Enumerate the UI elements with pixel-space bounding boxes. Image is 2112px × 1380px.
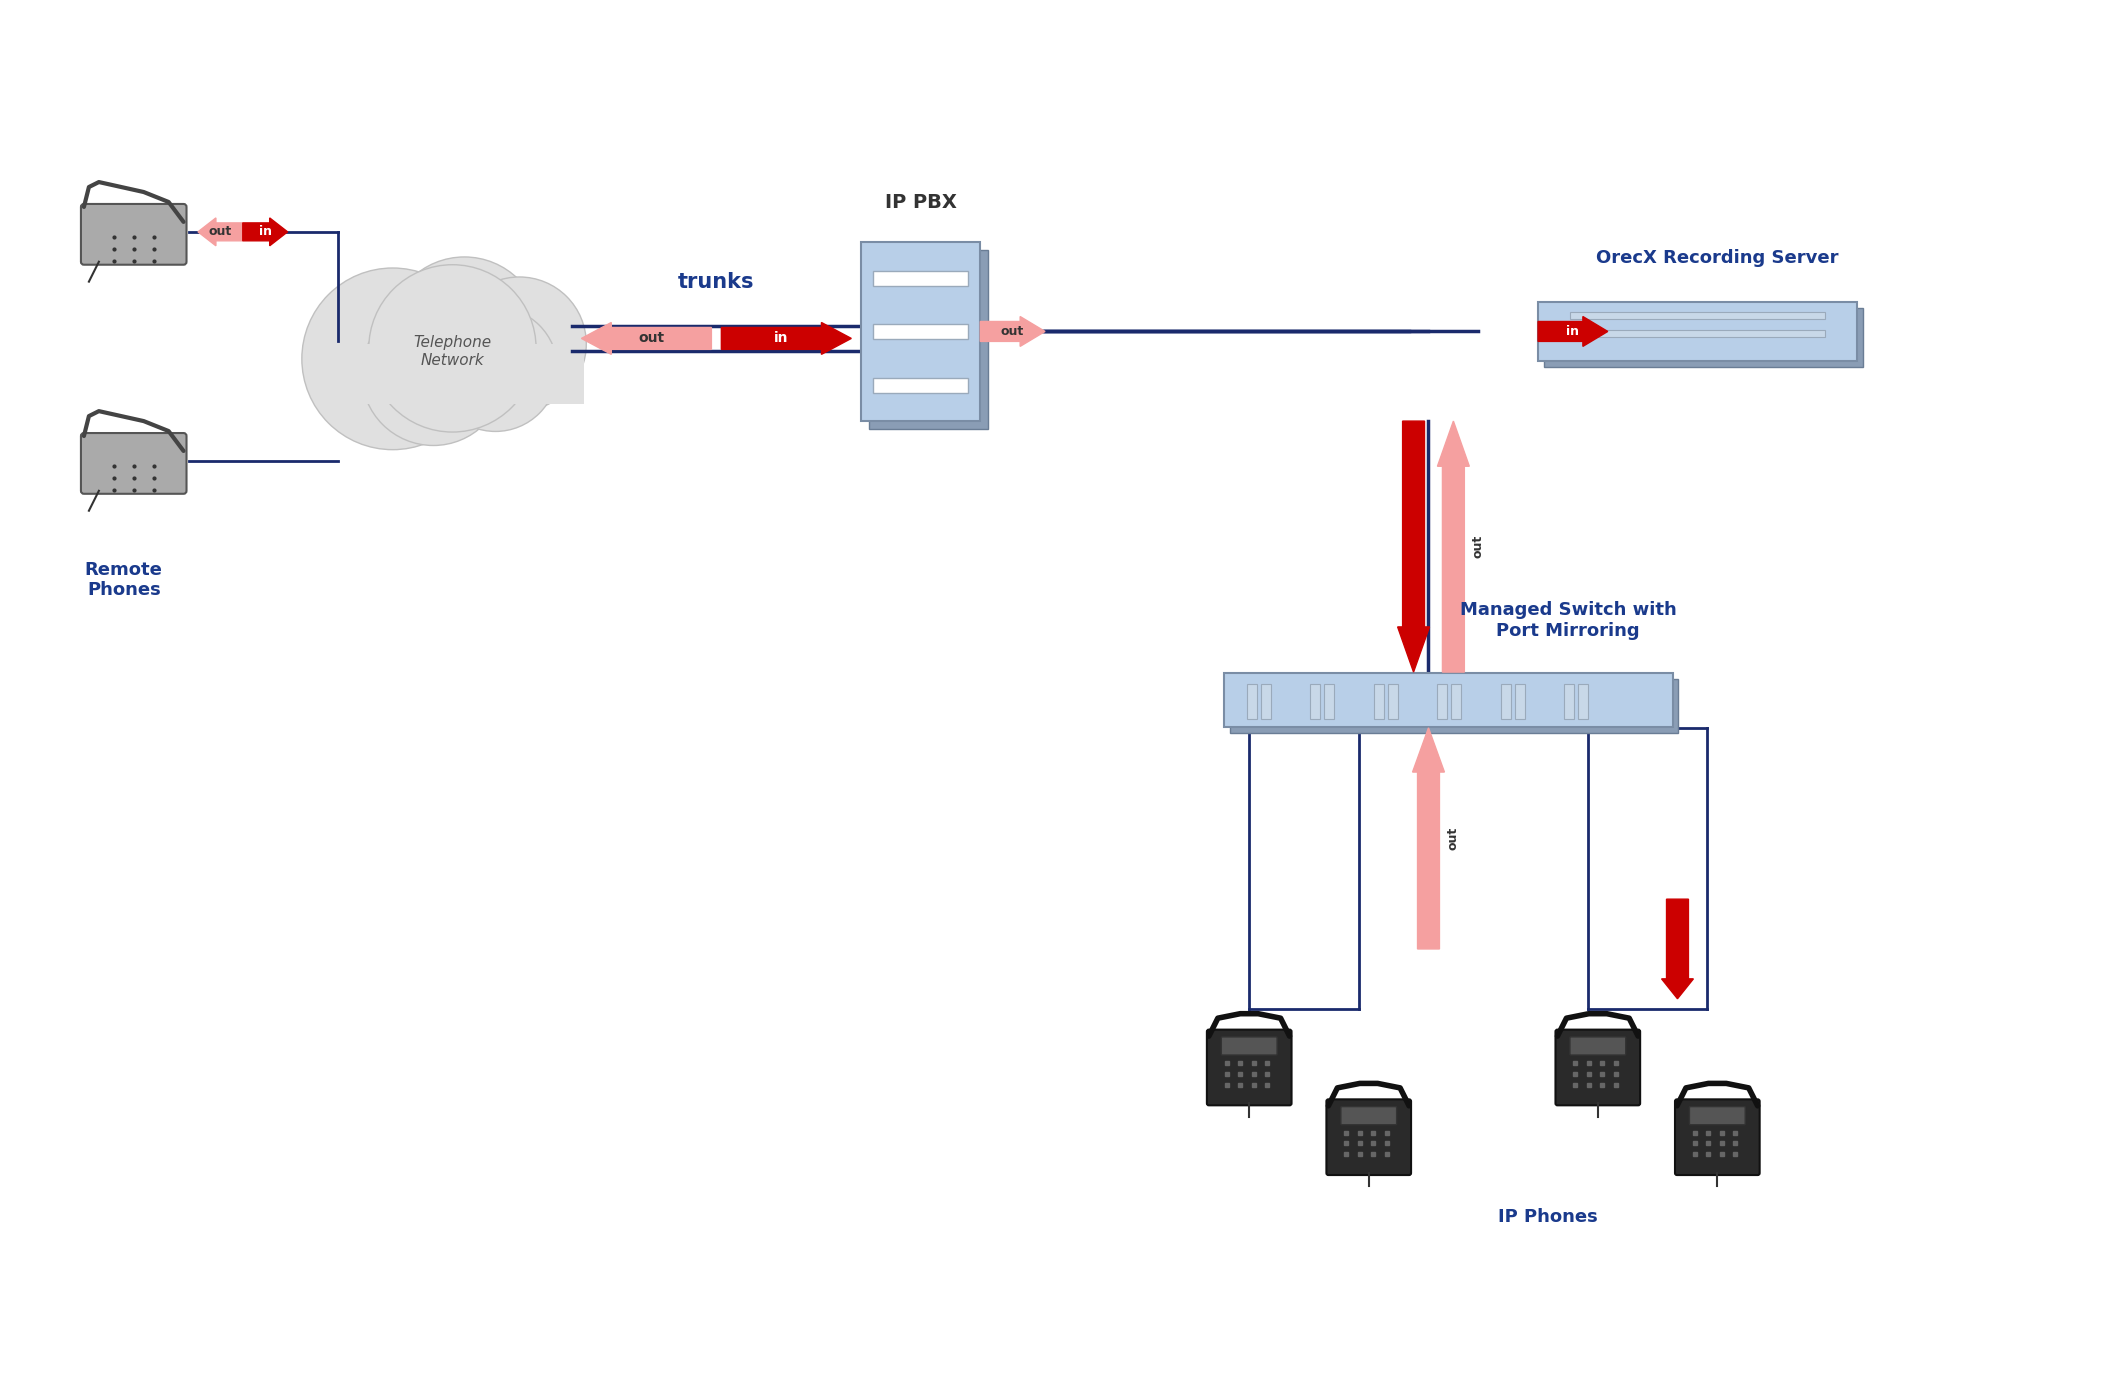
FancyBboxPatch shape [321,344,583,404]
Text: in: in [1381,540,1396,553]
FancyBboxPatch shape [1246,683,1257,719]
Text: Telephone
Network: Telephone Network [414,335,492,367]
FancyBboxPatch shape [1690,1107,1745,1125]
FancyArrow shape [199,218,243,246]
Circle shape [433,308,558,432]
Text: IP PBX: IP PBX [885,193,957,213]
FancyBboxPatch shape [1373,683,1383,719]
FancyArrow shape [1662,900,1694,999]
FancyBboxPatch shape [1554,1029,1641,1105]
FancyBboxPatch shape [1231,679,1679,733]
FancyArrow shape [1438,421,1470,672]
FancyBboxPatch shape [862,241,980,421]
FancyBboxPatch shape [1225,672,1673,727]
Text: Remote
Phones: Remote Phones [84,560,163,599]
Text: out: out [1472,535,1485,558]
FancyBboxPatch shape [1565,683,1573,719]
FancyBboxPatch shape [868,250,988,429]
FancyBboxPatch shape [1544,308,1863,367]
FancyBboxPatch shape [872,324,969,339]
Text: IP Phones: IP Phones [1497,1208,1599,1225]
FancyBboxPatch shape [1326,1100,1411,1174]
FancyBboxPatch shape [1538,302,1856,362]
FancyBboxPatch shape [1569,1036,1626,1056]
FancyBboxPatch shape [1388,683,1398,719]
FancyBboxPatch shape [1309,683,1320,719]
FancyBboxPatch shape [80,204,186,265]
Text: Managed Switch with
Port Mirroring: Managed Switch with Port Mirroring [1459,602,1677,640]
FancyBboxPatch shape [1569,330,1825,338]
FancyBboxPatch shape [1578,683,1588,719]
Text: out: out [1447,827,1459,850]
FancyBboxPatch shape [1261,683,1271,719]
FancyBboxPatch shape [1221,1036,1278,1056]
FancyBboxPatch shape [1514,683,1525,719]
FancyArrow shape [1398,421,1430,672]
Text: in: in [775,331,788,345]
Text: out: out [1001,324,1024,338]
FancyBboxPatch shape [1324,683,1335,719]
FancyBboxPatch shape [1451,683,1462,719]
FancyBboxPatch shape [1502,683,1510,719]
Text: trunks: trunks [678,272,754,291]
FancyArrow shape [980,316,1045,346]
FancyBboxPatch shape [1675,1100,1759,1174]
FancyArrow shape [243,218,287,246]
Text: in: in [1696,943,1709,955]
Circle shape [302,268,484,450]
Text: out: out [209,225,232,239]
Circle shape [361,302,505,446]
Text: in: in [1567,324,1580,338]
FancyBboxPatch shape [1569,312,1825,320]
FancyBboxPatch shape [1341,1107,1396,1125]
Text: in: in [258,225,272,239]
FancyArrow shape [1538,316,1607,346]
Text: out: out [638,331,665,345]
FancyBboxPatch shape [872,270,969,286]
FancyBboxPatch shape [872,378,969,393]
FancyArrow shape [722,323,851,355]
FancyBboxPatch shape [1206,1029,1293,1105]
FancyBboxPatch shape [80,433,186,494]
FancyArrow shape [581,323,712,355]
Circle shape [370,265,536,432]
Text: OrecX Recording Server: OrecX Recording Server [1597,248,1840,266]
Circle shape [452,277,587,411]
Circle shape [389,257,541,410]
FancyBboxPatch shape [1436,683,1447,719]
FancyArrow shape [1413,727,1445,949]
